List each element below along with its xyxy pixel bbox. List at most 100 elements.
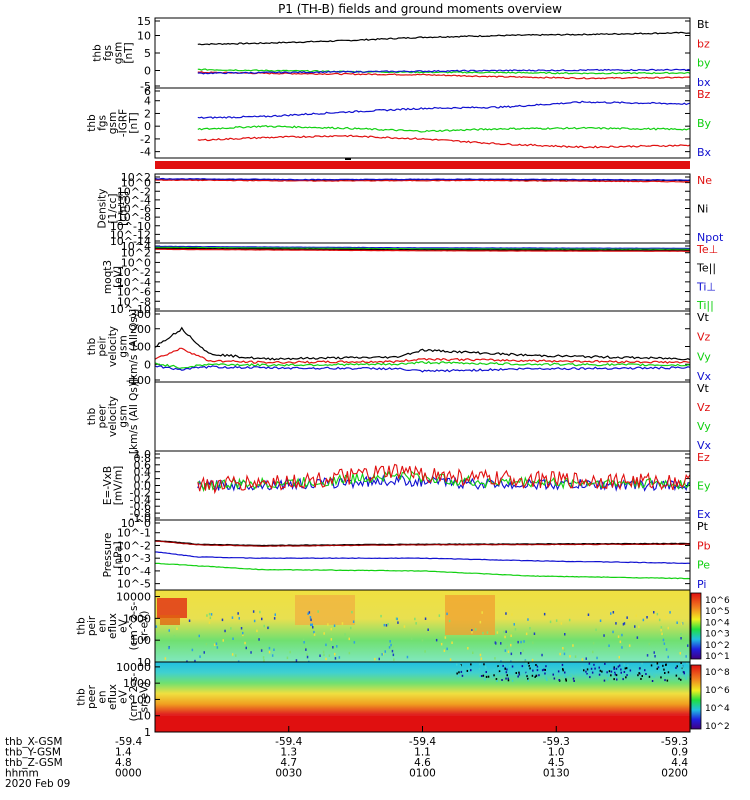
heatmap-cell (245, 646, 247, 650)
heatmap-cell (529, 627, 531, 630)
heatmap-cell (501, 679, 503, 681)
heatmap-cell (562, 668, 564, 671)
heatmap-cell (534, 675, 536, 678)
heatmap-cell (458, 671, 460, 674)
heatmap-cell (617, 663, 619, 666)
series-line-pe (155, 562, 691, 580)
legend-item: Vt (697, 311, 710, 324)
heatmap-cell (535, 674, 537, 677)
heatmap-cell (344, 633, 346, 636)
heatmap-cell (155, 625, 158, 628)
heatmap-cell (675, 666, 677, 669)
heatmap-cell (199, 655, 201, 658)
x-tick-label: 0130 (543, 768, 570, 780)
heatmap-cell (256, 629, 258, 633)
heatmap-cell (656, 667, 658, 670)
heatmap-cell (509, 665, 511, 667)
heatmap-cell (589, 676, 591, 679)
heatmap-cell (323, 632, 325, 635)
heatmap-cell (390, 643, 392, 647)
heatmap-cell (520, 672, 522, 675)
heatmap-cell (606, 671, 608, 674)
heatmap-cell (585, 657, 587, 660)
heatmap-cell (206, 614, 208, 617)
heatmap-cell (541, 653, 543, 657)
heatmap-cell (260, 649, 263, 652)
heatmap-cell (641, 662, 643, 665)
y-tick-label: 10^-5 (117, 578, 151, 591)
heatmap-cell (306, 653, 308, 656)
legend-item: Vz (697, 331, 711, 344)
y-tick-label: 10^-2 (117, 539, 151, 552)
heatmap-cell (664, 672, 666, 674)
heatmap-cell (305, 648, 307, 651)
heatmap-cell (610, 670, 613, 673)
heatmap-cell (581, 658, 584, 661)
heatmap-cell (669, 611, 671, 614)
heatmap-cell (500, 642, 502, 645)
heatmap-cell (676, 665, 678, 668)
heatmap-cell (472, 651, 474, 654)
heatmap-cell (614, 673, 616, 676)
heatmap-cell (273, 648, 275, 651)
heatmap-cell (164, 657, 167, 660)
heatmap-cell (590, 667, 593, 670)
colorbar-tick-label: 10^3 (705, 630, 730, 640)
heatmap-cell (263, 659, 265, 662)
y-tick-label: 10^0 (121, 177, 151, 190)
heatmap-cell (663, 642, 666, 645)
y-tick-label: 10^-10 (110, 220, 151, 233)
heatmap-cell (572, 677, 575, 680)
chart-title: P1 (TH-B) fields and ground moments over… (278, 2, 562, 16)
heatmap-cell (451, 641, 453, 644)
heatmap-cell (621, 633, 623, 637)
y-axis-label: Density (97, 189, 109, 229)
heatmap-cell (438, 614, 441, 617)
heatmap-cell (681, 622, 683, 625)
heatmap-cell (231, 653, 234, 656)
x-tick-label: 0000 (115, 768, 142, 780)
heatmap-cell (310, 623, 312, 627)
heatmap-cell (599, 619, 602, 622)
heatmap-cell (650, 664, 653, 667)
heatmap-cell (515, 672, 517, 674)
heatmap-cell (191, 648, 194, 652)
panel-8: Pressure[nPa] Pt Pb Pe Pi (102, 519, 711, 591)
y-tick-label: -2 (140, 133, 151, 146)
heatmap-cell (348, 637, 350, 641)
heatmap-cell (506, 668, 508, 671)
heatmap-cell (665, 663, 667, 666)
heatmap-cell (332, 646, 334, 649)
panel-frame (154, 173, 691, 244)
y-axis-label: sr-eV) (139, 611, 151, 642)
heatmap-cell (188, 619, 191, 622)
heatmap-cell (274, 613, 276, 616)
heatmap-cell (563, 652, 566, 656)
y-axis-label: [km/s (All Qs)] (128, 309, 140, 384)
y-axis-label: thb (76, 617, 88, 635)
x-row-label: hhmm (5, 768, 39, 780)
y-axis-label: [eV] (112, 266, 124, 288)
heatmap-cell (583, 669, 585, 672)
heatmap-cell (203, 651, 205, 654)
heatmap-patch (445, 595, 495, 635)
heatmap-cell (514, 628, 517, 631)
heatmap-cell (568, 618, 571, 622)
heatmap-cell (634, 625, 636, 628)
y-tick-label: 10^-8 (117, 295, 151, 308)
panel-frame (154, 381, 691, 452)
heatmap-cell (302, 638, 305, 641)
heatmap-cell (505, 677, 507, 680)
heatmap-cell (440, 642, 443, 646)
heatmap-cell (667, 671, 670, 674)
heatmap-cell (435, 638, 438, 642)
y-axis-label: moqt3 (102, 260, 114, 294)
heatmap-cell (538, 674, 540, 677)
legend-item: Te|| (696, 262, 716, 275)
x-tick-label: -59.4 (409, 736, 436, 748)
y-tick-label: 0.8 (134, 452, 152, 465)
heatmap-cell (268, 646, 271, 650)
y-tick-label: 0.2 (134, 473, 152, 486)
y-axis-label: thb (91, 44, 103, 62)
heatmap-cell (676, 621, 678, 624)
